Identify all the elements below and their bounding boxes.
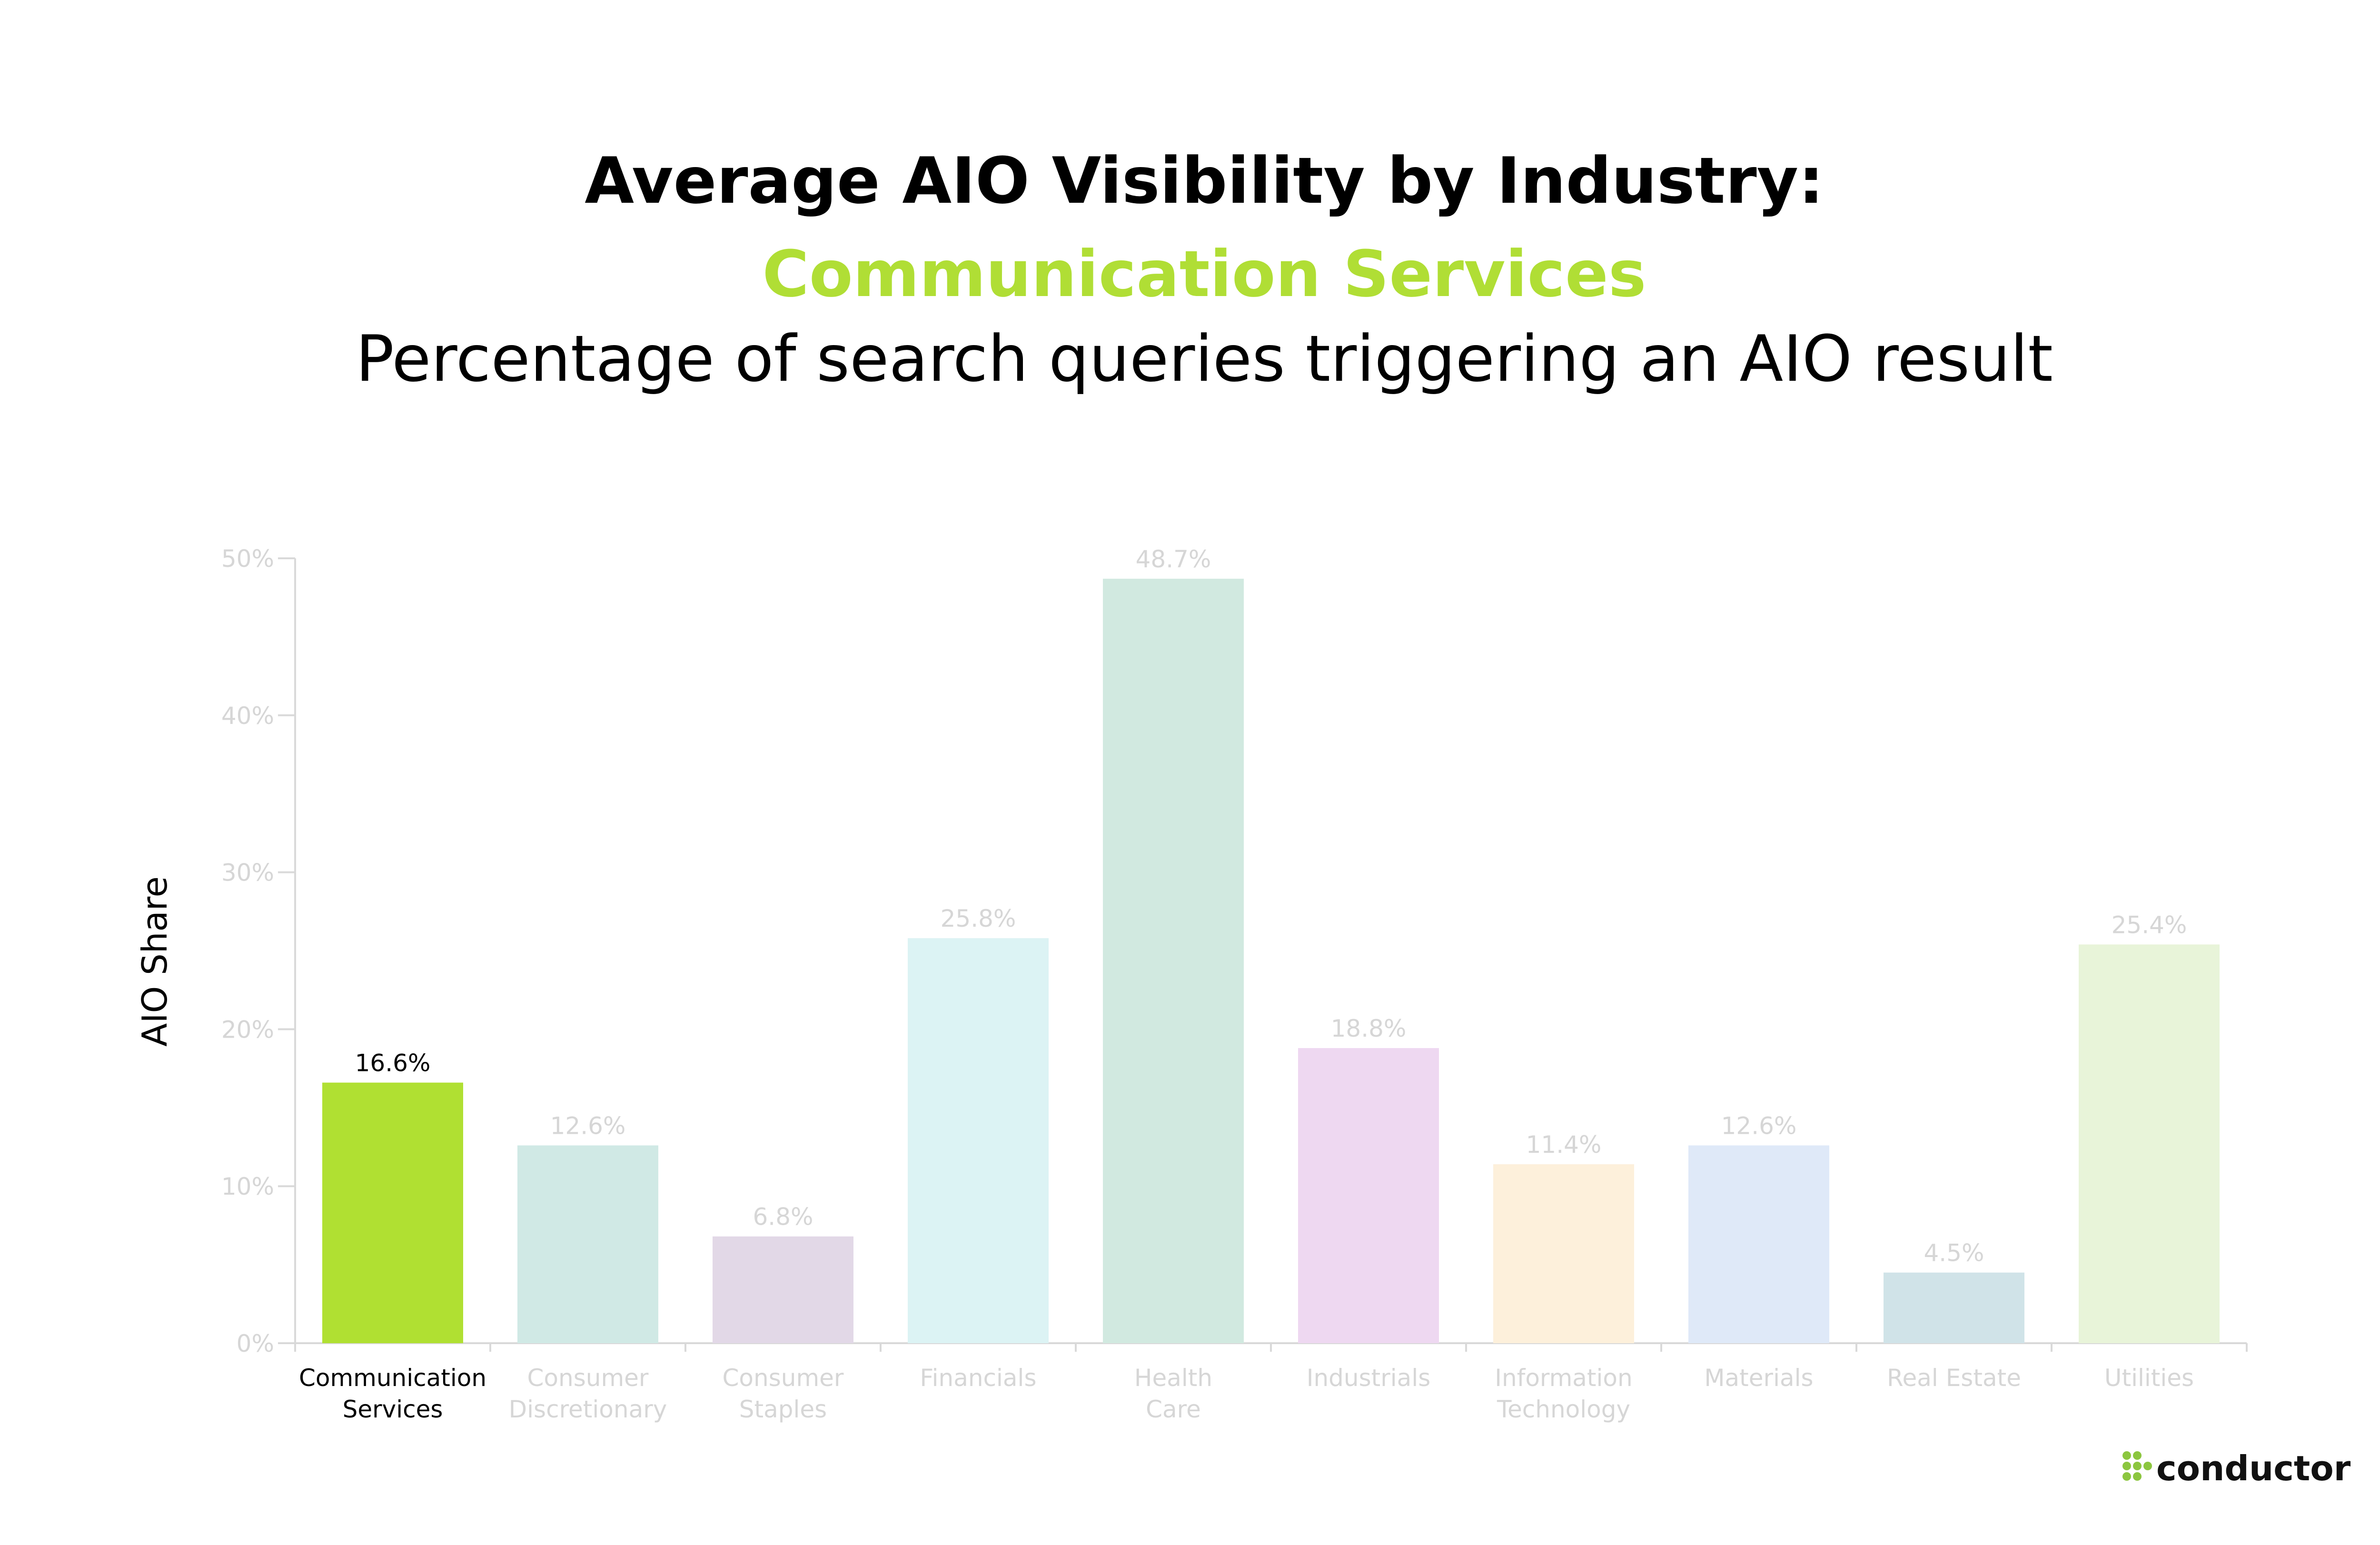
category-labels: Communication Services Consumer Discretiona… xyxy=(299,1364,2194,1423)
data-label: 16.6% xyxy=(355,1050,431,1077)
conductor-logo: conductor xyxy=(2122,1448,2351,1488)
x-tick-label-line: Industrials xyxy=(1307,1364,1431,1392)
bar xyxy=(1688,1145,1829,1343)
x-tick-label: Health Care xyxy=(1134,1364,1212,1423)
x-tick-label-line: Financials xyxy=(920,1364,1037,1392)
x-tick-label: Communication Services xyxy=(299,1364,486,1423)
x-tick-label-line: Utilities xyxy=(2104,1364,2194,1392)
bar xyxy=(1884,1272,2024,1343)
bar xyxy=(322,1082,463,1343)
x-tick-label: Utilities xyxy=(2104,1364,2194,1392)
x-tick-label-line: Consumer xyxy=(723,1364,844,1392)
x-tick-label: Materials xyxy=(1704,1364,1813,1392)
x-tick-label: Industrials xyxy=(1307,1364,1431,1392)
x-tick-label: Consumer Discretionary xyxy=(509,1364,667,1423)
x-tick-label-line: Care xyxy=(1146,1396,1201,1423)
chart-subtitle: Percentage of search queries triggering … xyxy=(356,322,2053,396)
y-axis-ticks: 0% 10% 20% 30% 40% 50% xyxy=(221,545,295,1357)
data-label: 11.4% xyxy=(1526,1131,1602,1159)
x-tick-label-line: Information xyxy=(1495,1364,1632,1392)
y-axis-title: AIO Share xyxy=(135,876,175,1047)
data-label: 18.8% xyxy=(1331,1015,1407,1042)
bar xyxy=(2079,944,2220,1343)
x-tick-label-line: Communication xyxy=(299,1364,486,1392)
data-label: 12.6% xyxy=(550,1112,626,1139)
x-tick-label: Consumer Staples xyxy=(723,1364,844,1423)
x-tick-label: Real Estate xyxy=(1887,1364,2021,1392)
bar xyxy=(1298,1048,1439,1343)
y-tick-label: 50% xyxy=(221,545,274,573)
chart-subtitle-highlight: Communication Services xyxy=(762,237,1646,311)
value-labels: 16.6% 12.6% 6.8% 25.8% 48.7% 18.8% 11.4% 12.6% 4… xyxy=(355,545,2187,1267)
data-label: 25.8% xyxy=(941,905,1016,932)
x-tick-label: Financials xyxy=(920,1364,1037,1392)
x-tick-label-line: Real Estate xyxy=(1887,1364,2021,1392)
y-tick-label: 10% xyxy=(221,1173,274,1200)
x-tick-label-line: Services xyxy=(343,1396,443,1423)
data-label: 48.7% xyxy=(1136,545,1211,573)
x-tick-label-line: Health xyxy=(1134,1364,1212,1392)
x-tick-label-line: Discretionary xyxy=(509,1396,667,1423)
bar xyxy=(517,1145,658,1343)
data-label: 25.4% xyxy=(2112,911,2187,939)
y-tick-label: 20% xyxy=(221,1016,274,1043)
y-tick-label: 30% xyxy=(221,859,274,887)
chart-title: Average AIO Visibility by Industry: xyxy=(585,144,1824,218)
data-label: 12.6% xyxy=(1721,1112,1797,1139)
bars xyxy=(322,578,2220,1343)
bar xyxy=(713,1236,853,1343)
conductor-logo-icon xyxy=(2122,1451,2152,1481)
y-tick-label: 0% xyxy=(237,1330,274,1357)
bar xyxy=(908,938,1049,1343)
x-tick-label-line: Consumer xyxy=(527,1364,649,1392)
y-tick-label: 40% xyxy=(221,702,274,730)
x-tick-label-line: Materials xyxy=(1704,1364,1813,1392)
conductor-logo-text: conductor xyxy=(2156,1448,2351,1488)
x-tick-label-line: Staples xyxy=(739,1396,827,1423)
data-label: 4.5% xyxy=(1924,1239,1984,1267)
x-tick-label: Information Technology xyxy=(1495,1364,1632,1423)
bar xyxy=(1103,578,1244,1343)
bar xyxy=(1493,1164,1634,1343)
x-tick-label-line: Technology xyxy=(1497,1396,1630,1423)
data-label: 6.8% xyxy=(753,1203,813,1231)
